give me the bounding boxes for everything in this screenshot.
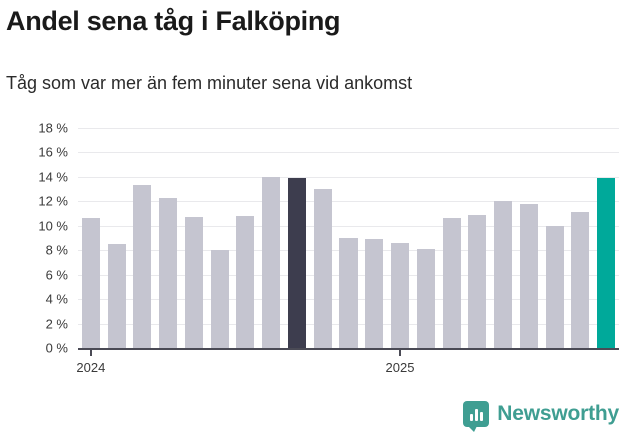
newsworthy-logo: Newsworthy: [463, 401, 619, 432]
x-axis-baseline: [78, 348, 619, 350]
gridline-14: [78, 176, 619, 178]
bar-2024-11[interactable]: [339, 238, 358, 348]
y-axis-tick-label: 12 %: [38, 193, 68, 209]
x-axis-tick-label: 2024: [76, 360, 106, 375]
bar-2024-04[interactable]: [159, 197, 178, 348]
y-axis-tick-label: 6 %: [45, 267, 68, 283]
bar-2025-06[interactable]: [519, 203, 538, 348]
page-subtitle: Tåg som var mer än fem minuter sena vid …: [6, 73, 413, 93]
bar-2025-02[interactable]: [416, 249, 435, 348]
bar-2025-07[interactable]: [545, 225, 564, 348]
y-axis-tick-label: 14 %: [38, 169, 68, 185]
y-axis-tick-label: 0 %: [45, 340, 68, 356]
bar-2025-01[interactable]: [391, 242, 410, 348]
bar-2024-12[interactable]: [365, 239, 384, 348]
gridline-16: [78, 152, 619, 154]
bar-2025-09[interactable]: [597, 178, 616, 348]
gridline-10: [78, 225, 619, 227]
gridline-18: [78, 128, 619, 129]
y-axis-tick-label: 16 %: [38, 144, 68, 160]
bar-2025-04[interactable]: [468, 214, 487, 348]
page-title: Andel sena tåg i Falköping: [6, 6, 341, 36]
plot-area: [78, 118, 619, 363]
brand-name: Newsworthy: [497, 402, 619, 425]
bar-2024-06[interactable]: [210, 250, 229, 348]
y-axis-tick-label: 2 %: [45, 316, 68, 332]
bar-2024-08[interactable]: [262, 176, 281, 348]
bar-2024-09[interactable]: [287, 178, 306, 348]
bar-2024-02[interactable]: [107, 244, 126, 348]
y-axis-tick-label: 8 %: [45, 242, 68, 258]
bar-2024-01[interactable]: [81, 218, 100, 348]
bar-2024-10[interactable]: [313, 189, 332, 348]
x-axis-tick-mark: [89, 348, 92, 356]
y-axis-tick-label: 4 %: [45, 291, 68, 307]
bar-2025-05[interactable]: [494, 201, 513, 348]
bar-2024-03[interactable]: [133, 185, 152, 348]
bar-2025-03[interactable]: [442, 218, 461, 348]
bar-2025-08[interactable]: [571, 212, 590, 348]
bar-chart: 0 % 2 % 4 % 6 % 8 % 10 % 12 % 14 % 16 % 18 %: [0, 118, 631, 363]
y-axis-tick-label: 18 %: [38, 120, 68, 136]
gridline-12: [78, 201, 619, 203]
x-axis-tick-mark: [399, 348, 402, 356]
bar-chart-bubble-icon: [463, 401, 490, 432]
x-axis-tick-label: 2025: [385, 360, 415, 375]
y-axis-tick-label: 10 %: [38, 218, 68, 234]
bar-2024-05[interactable]: [184, 217, 203, 348]
x-axis: 2024 2025: [0, 348, 631, 388]
bar-2024-07[interactable]: [236, 216, 255, 348]
